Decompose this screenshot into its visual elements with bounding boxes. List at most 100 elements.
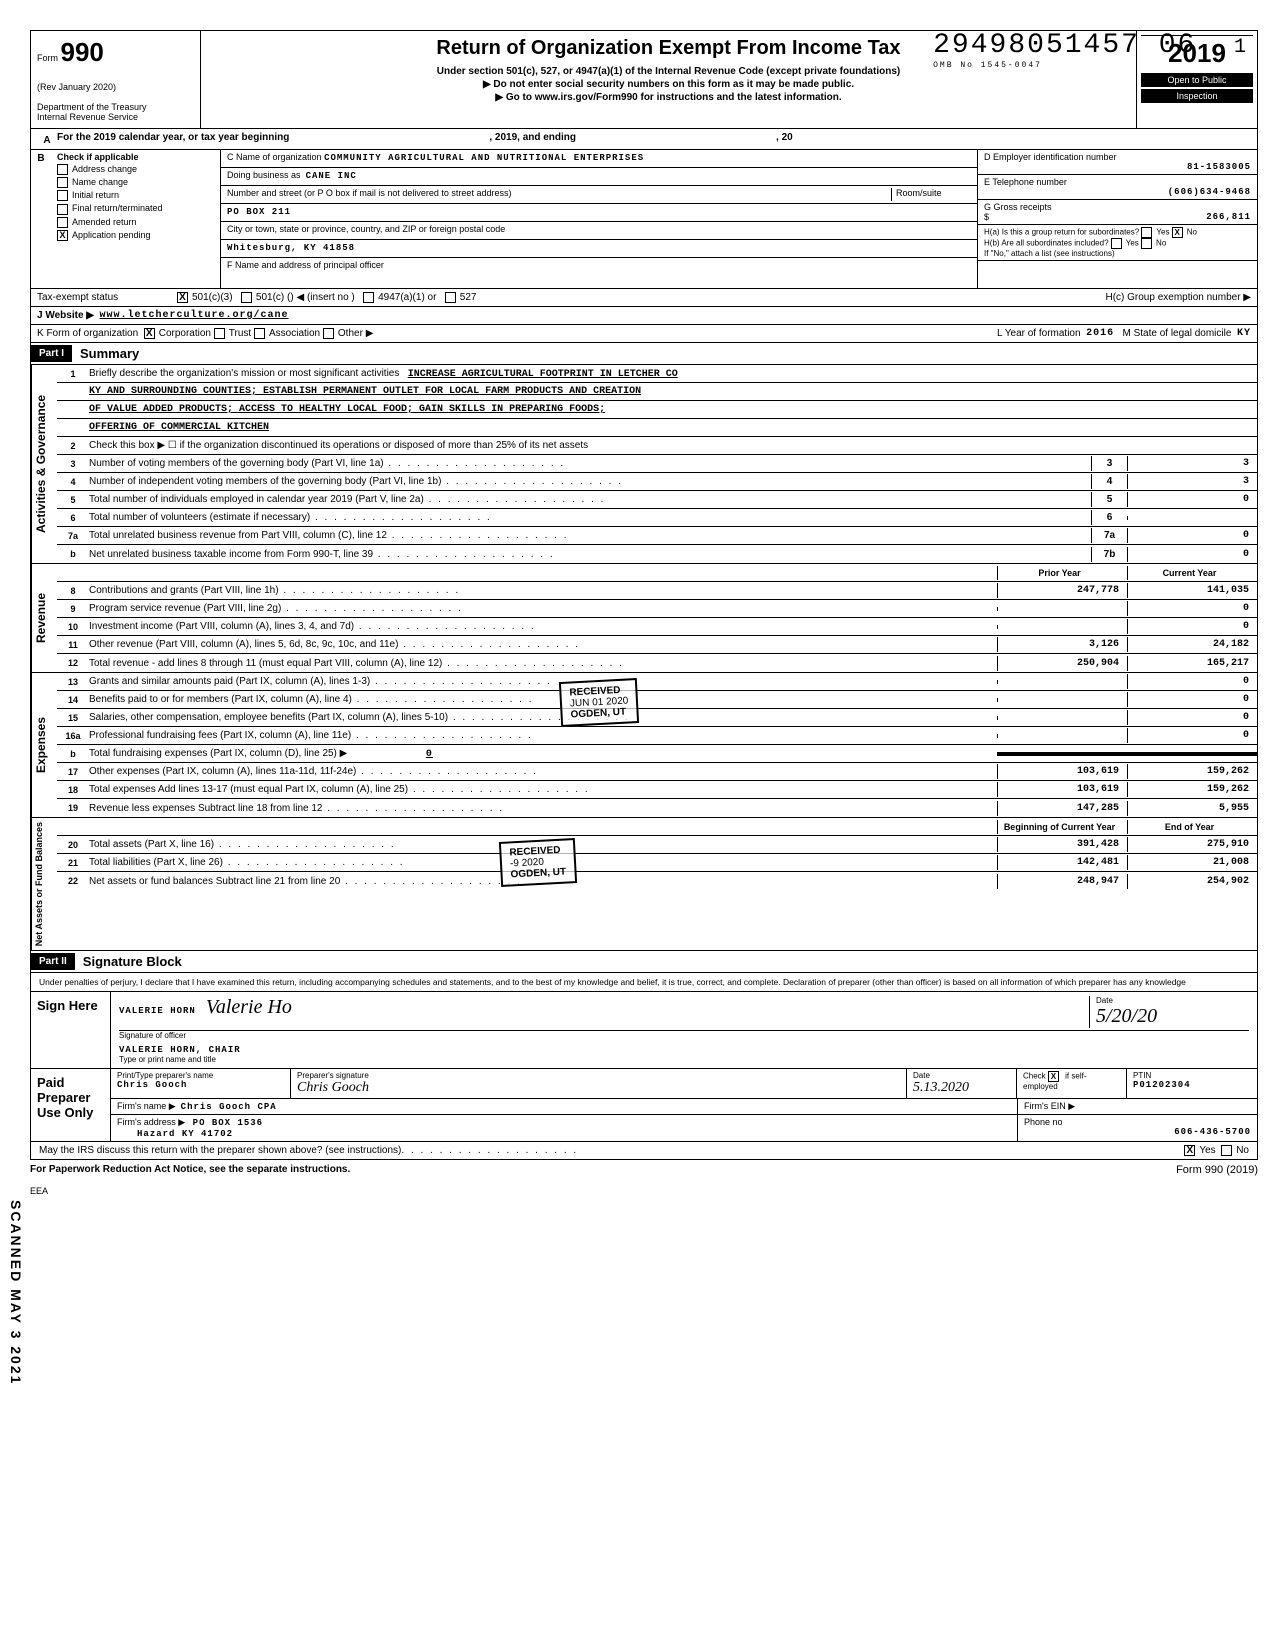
checkbox-527[interactable]	[445, 292, 456, 303]
table-row: 15Salaries, other compensation, employee…	[57, 709, 1257, 727]
checkbox-501c3[interactable]: X	[177, 292, 188, 303]
city-state-zip: Whitesburg, KY 41858	[227, 243, 355, 253]
scan-side-label: SCANNED MAY 3 2021	[8, 1200, 24, 1385]
phone-value: (606)634-9468	[984, 187, 1251, 197]
hb-no[interactable]	[1141, 238, 1152, 249]
state-domicile: KY	[1237, 328, 1251, 339]
val-5: 0	[1127, 492, 1257, 507]
check-applicable: Check if applicable Address change Name …	[51, 150, 221, 288]
org-name: COMMUNITY AGRICULTURAL AND NUTRITIONAL E…	[324, 153, 644, 163]
officer-signature: Valerie Ho	[206, 996, 292, 1018]
prior-val: 250,904	[997, 656, 1127, 671]
table-row: 22Net assets or fund balances Subtract l…	[57, 872, 1257, 890]
table-row: 19Revenue less expenses Subtract line 18…	[57, 799, 1257, 817]
discuss-question: May the IRS discuss this return with the…	[39, 1145, 401, 1156]
signer-name-print: VALERIE HORN	[119, 1006, 196, 1016]
prior-val: 391,428	[997, 837, 1127, 852]
checkbox-address-change[interactable]	[57, 164, 68, 175]
table-row: 10Investment income (Part VIII, column (…	[57, 618, 1257, 636]
open-public-label: Open to Public	[1141, 73, 1253, 87]
ein-value: 81-1583005	[984, 162, 1251, 172]
irs-label: Internal Revenue Service	[37, 112, 194, 122]
current-val: 0	[1127, 619, 1257, 634]
part1-title: Summary	[72, 343, 147, 364]
end-year-hdr: End of Year	[1127, 820, 1257, 834]
discuss-yes[interactable]: X	[1184, 1145, 1195, 1156]
checkbox-4947[interactable]	[363, 292, 374, 303]
val-6	[1127, 516, 1257, 520]
firm-addr1: PO BOX 1536	[193, 1118, 263, 1128]
checkbox-initial-return[interactable]	[57, 190, 68, 201]
prior-val: 3,126	[997, 637, 1127, 652]
penalty-statement: Under penalties of perjury, I declare th…	[30, 973, 1258, 992]
table-row: 18Total expenses Add lines 13-17 (must e…	[57, 781, 1257, 799]
omb-label: OMB No 1545-0047	[933, 61, 1248, 70]
prior-val	[997, 716, 1127, 720]
group-exemption: H(c) Group exemption number ▶	[1105, 292, 1251, 303]
current-val: 0	[1127, 710, 1257, 725]
sign-here-label: Sign Here	[31, 992, 111, 1068]
current-val: 159,262	[1127, 782, 1257, 797]
form-number: 990	[61, 37, 104, 67]
table-row: 21Total liabilities (Part X, line 26)142…	[57, 854, 1257, 872]
hb-yes[interactable]	[1111, 238, 1122, 249]
current-val: 275,910	[1127, 837, 1257, 852]
current-val: 0	[1127, 728, 1257, 743]
part2-title: Signature Block	[75, 951, 190, 972]
preparer-signature: Chris Gooch	[297, 1080, 900, 1096]
preparer-name: Chris Gooch	[117, 1080, 284, 1090]
activities-label: Activities & Governance	[31, 365, 57, 563]
website-url: www.letcherculture.org/cane	[100, 310, 289, 321]
discuss-no[interactable]	[1221, 1145, 1232, 1156]
checkbox-other[interactable]	[323, 328, 334, 339]
val-3: 3	[1127, 456, 1257, 471]
pra-notice: For Paperwork Reduction Act Notice, see …	[30, 1164, 350, 1176]
checkbox-trust[interactable]	[214, 328, 225, 339]
current-val: 159,262	[1127, 764, 1257, 779]
val-7b: 0	[1127, 547, 1257, 562]
current-year-hdr: Current Year	[1127, 566, 1257, 580]
form-footer: Form 990 (2019)	[1176, 1164, 1258, 1176]
dept-treasury: Department of the Treasury	[37, 102, 194, 112]
table-row: 9Program service revenue (Part VIII, lin…	[57, 600, 1257, 618]
eea-label: EEA	[30, 1186, 1258, 1196]
prior-val	[997, 698, 1127, 702]
prior-val: 248,947	[997, 874, 1127, 889]
checkbox-name-change[interactable]	[57, 177, 68, 188]
inspection-label: Inspection	[1141, 89, 1253, 103]
checkbox-assoc[interactable]	[254, 328, 265, 339]
tax-exempt-row: Tax-exempt status X501(c)(3) 501(c) ( ) …	[30, 289, 1258, 307]
checkbox-corp[interactable]: X	[144, 328, 155, 339]
current-val: 0	[1127, 601, 1257, 616]
current-val: 141,035	[1127, 583, 1257, 598]
checkbox-self-employed[interactable]: X	[1048, 1071, 1059, 1082]
current-val: 5,955	[1127, 801, 1257, 816]
expenses-label: Expenses	[31, 673, 57, 817]
form-label: Form	[37, 53, 58, 63]
paid-preparer-label: Paid Preparer Use Only	[31, 1069, 111, 1141]
prior-val: 103,619	[997, 782, 1127, 797]
part1-label: Part I	[31, 345, 72, 362]
netassets-label: Net Assets or Fund Balances	[31, 818, 57, 950]
table-row: 14Benefits paid to or for members (Part …	[57, 691, 1257, 709]
checkbox-final-return[interactable]	[57, 204, 68, 215]
begin-year-hdr: Beginning of Current Year	[997, 820, 1127, 834]
website-row: J Website ▶ www.letcherculture.org/cane	[30, 307, 1258, 325]
ha-yes[interactable]	[1141, 227, 1152, 238]
checkbox-app-pending[interactable]: X	[57, 230, 68, 241]
prior-val	[997, 607, 1127, 611]
firm-phone: 606-436-5700	[1174, 1127, 1251, 1137]
prior-year-hdr: Prior Year	[997, 566, 1127, 580]
val-4: 3	[1127, 474, 1257, 489]
checkbox-amended[interactable]	[57, 217, 68, 228]
current-val: 0	[1127, 674, 1257, 689]
current-val: 254,902	[1127, 874, 1257, 889]
ha-no[interactable]: X	[1172, 227, 1183, 238]
mission-3: OF VALUE ADDED PRODUCTS; ACCESS TO HEALT…	[89, 404, 1257, 415]
gross-receipts: 266,811	[1206, 212, 1251, 222]
mission-4: OFFERING OF COMMERCIAL KITCHEN	[89, 422, 1257, 433]
val-7a: 0	[1127, 528, 1257, 543]
checkbox-501c[interactable]	[241, 292, 252, 303]
line-a: A For the 2019 calendar year, or tax yea…	[30, 129, 1258, 150]
ptin-value: P01202304	[1133, 1080, 1251, 1090]
